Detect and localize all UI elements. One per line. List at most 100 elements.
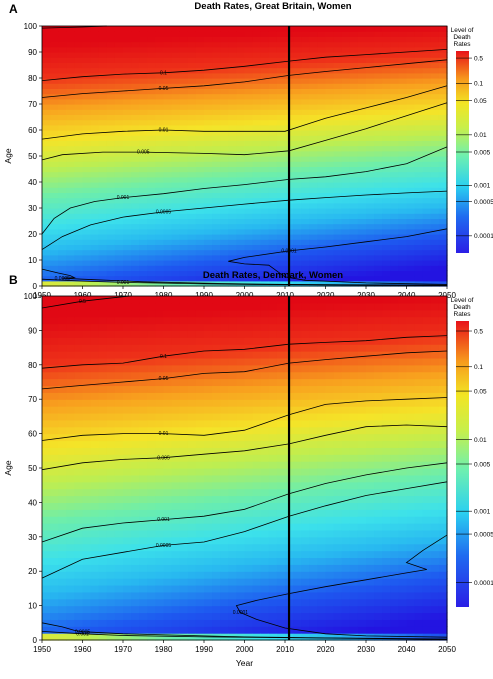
heatmap-cell bbox=[252, 296, 262, 304]
heatmap-cell bbox=[195, 440, 205, 448]
heatmap-cell bbox=[228, 187, 237, 193]
heatmap-cell bbox=[131, 228, 140, 235]
heatmap-cell bbox=[212, 104, 221, 110]
heatmap-cell bbox=[382, 344, 391, 352]
heatmap-cell bbox=[82, 543, 92, 552]
heatmap-cell bbox=[398, 309, 408, 318]
heatmap-cell bbox=[74, 296, 84, 304]
heatmap-cell bbox=[106, 529, 116, 538]
heatmap-cell bbox=[155, 495, 165, 503]
heatmap-cell bbox=[220, 98, 229, 105]
heatmap-cell bbox=[366, 72, 375, 79]
heatmap-cell bbox=[317, 104, 327, 110]
heatmap-cell bbox=[349, 392, 359, 400]
heatmap-cell bbox=[114, 114, 124, 121]
heatmap-cell bbox=[293, 46, 302, 53]
heatmap-cell bbox=[220, 468, 229, 476]
heatmap-cell bbox=[301, 124, 310, 131]
heatmap-cell bbox=[171, 41, 181, 48]
heatmap-cell bbox=[42, 626, 51, 634]
heatmap-cell bbox=[212, 309, 221, 318]
heatmap-cell bbox=[260, 481, 270, 490]
heatmap-cell bbox=[398, 197, 408, 204]
heatmap-cell bbox=[252, 67, 262, 74]
heatmap-cell bbox=[406, 488, 416, 497]
heatmap-cell bbox=[204, 502, 213, 510]
heatmap-cell bbox=[309, 31, 318, 37]
heatmap-cell bbox=[260, 197, 270, 204]
heatmap-cell bbox=[317, 330, 327, 338]
heatmap-cell bbox=[123, 197, 132, 204]
heatmap-cell bbox=[58, 351, 67, 359]
heatmap-cell bbox=[155, 239, 165, 245]
heatmap-cell bbox=[422, 605, 432, 614]
heatmap-cell bbox=[131, 218, 140, 225]
heatmap-cell bbox=[171, 239, 181, 245]
heatmap-cell bbox=[50, 67, 59, 74]
heatmap-cell bbox=[325, 228, 335, 235]
heatmap-cell bbox=[228, 145, 237, 152]
heatmap-cell bbox=[179, 52, 189, 58]
heatmap-cell bbox=[228, 550, 237, 559]
heatmap-cell bbox=[309, 371, 318, 380]
heatmap-cell bbox=[301, 309, 310, 318]
heatmap-cell bbox=[147, 433, 156, 442]
heatmap-cell bbox=[90, 223, 100, 230]
x-tick-label: 2050 bbox=[438, 291, 456, 300]
heatmap-cell bbox=[139, 223, 148, 230]
heatmap-cell bbox=[406, 182, 416, 188]
heatmap-cell bbox=[123, 392, 132, 400]
heatmap-cell bbox=[90, 440, 100, 448]
heatmap-cell bbox=[155, 62, 165, 69]
heatmap-cell bbox=[252, 275, 262, 282]
heatmap-cell bbox=[66, 557, 75, 565]
heatmap-cell bbox=[228, 296, 237, 304]
heatmap-cell bbox=[438, 280, 448, 287]
heatmap-cell bbox=[252, 516, 262, 524]
heatmap-cell bbox=[82, 296, 92, 304]
heatmap-cell bbox=[139, 114, 148, 121]
heatmap-cell bbox=[228, 371, 237, 380]
heatmap-cell bbox=[406, 197, 416, 204]
heatmap-cell bbox=[333, 239, 343, 245]
heatmap-cell bbox=[398, 62, 408, 69]
heatmap-cell bbox=[349, 626, 359, 634]
heatmap-cell bbox=[333, 502, 343, 510]
heatmap-cell bbox=[123, 234, 132, 240]
heatmap-cell bbox=[58, 36, 67, 43]
heatmap-cell bbox=[317, 171, 327, 178]
heatmap-cell bbox=[147, 612, 156, 620]
heatmap-cell bbox=[106, 302, 116, 311]
heatmap-cell bbox=[82, 260, 92, 266]
heatmap-cell bbox=[74, 440, 84, 448]
heatmap-cell bbox=[106, 265, 116, 271]
heatmap-cell bbox=[220, 213, 229, 219]
heatmap-cell bbox=[325, 447, 335, 455]
heatmap-cell bbox=[212, 323, 221, 331]
heatmap-cell bbox=[42, 202, 51, 209]
heatmap-cell bbox=[390, 57, 399, 63]
heatmap-cell bbox=[349, 454, 359, 462]
heatmap-cell bbox=[187, 399, 197, 407]
heatmap-cell bbox=[98, 536, 108, 545]
heatmap-cell bbox=[155, 150, 165, 157]
heatmap-cell bbox=[236, 98, 246, 105]
x-tick-label: 1990 bbox=[195, 291, 213, 300]
heatmap-cell bbox=[406, 187, 416, 193]
heatmap-cell bbox=[406, 364, 416, 373]
heatmap-cell bbox=[131, 578, 140, 586]
heatmap-cell bbox=[42, 223, 51, 230]
y-tick-label: 60 bbox=[28, 126, 37, 135]
heatmap-cell bbox=[204, 72, 213, 79]
heatmap-cell bbox=[90, 93, 100, 100]
heatmap-cell bbox=[42, 280, 51, 287]
heatmap-cell bbox=[309, 176, 318, 183]
heatmap-cell bbox=[276, 392, 286, 400]
heatmap-cell bbox=[317, 468, 327, 476]
heatmap-cell bbox=[147, 161, 156, 167]
heatmap-cell bbox=[406, 130, 416, 136]
heatmap-cell bbox=[58, 509, 67, 517]
heatmap-cell bbox=[163, 124, 173, 131]
heatmap-cell bbox=[204, 275, 213, 282]
heatmap-cell bbox=[98, 275, 108, 282]
